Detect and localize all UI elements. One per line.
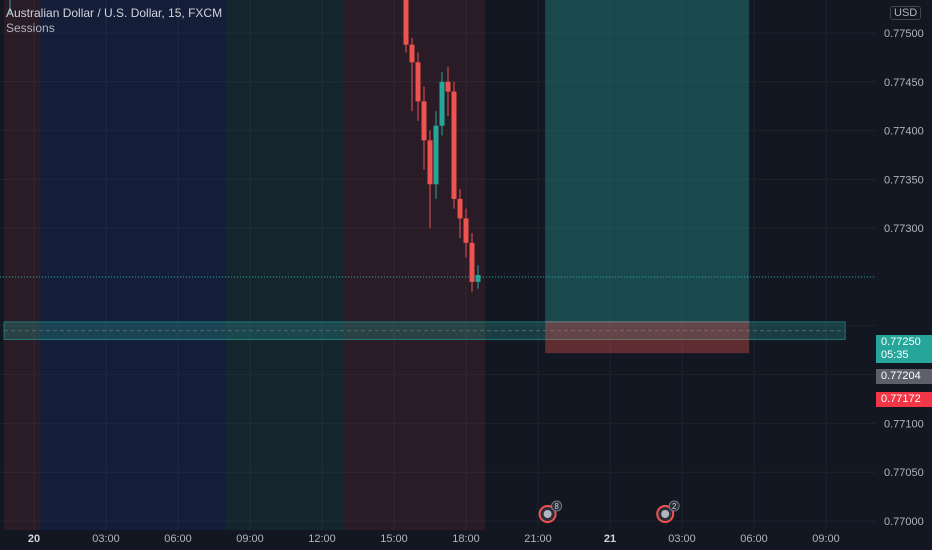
candle-body (451, 91, 457, 199)
candle (457, 189, 463, 238)
support-zone (3, 321, 846, 340)
session-range (343, 0, 442, 530)
price-tick-label: 0.77000 (884, 516, 924, 528)
currency-button[interactable]: USD (890, 6, 922, 20)
time-tick-label: 12:00 (308, 533, 336, 545)
price-tick-label: 0.77450 (884, 77, 924, 89)
event-count: 2 (672, 502, 677, 511)
candle (463, 208, 469, 258)
event-count: 8 (554, 502, 559, 511)
time-tick-label: 03:00 (92, 533, 120, 545)
time-tick-label: 06:00 (164, 533, 192, 545)
loss-zone (545, 321, 750, 354)
candle (445, 67, 451, 116)
candle-body (409, 44, 415, 63)
time-tick-label: 06:00 (740, 533, 768, 545)
price-tick-label: 0.77100 (884, 418, 924, 430)
time-tick-label: 03:00 (668, 533, 696, 545)
time-axis-bg (0, 530, 876, 550)
candle-body (421, 101, 427, 141)
chart-legend: Australian Dollar / U.S. Dollar, 15, FXC… (6, 6, 222, 36)
time-tick-label: 21 (604, 533, 616, 545)
economic-event-marker[interactable]: 2 (656, 500, 680, 523)
bar-countdown: 05:35 (881, 349, 909, 361)
candle-body (403, 0, 409, 45)
long-position-tool[interactable] (545, 0, 750, 354)
price-tick-label: 0.77350 (884, 174, 924, 186)
time-axis[interactable]: 20 03:00 06:00 09:00 12:00 15:00 18:00 21:00 21 0… (28, 533, 840, 545)
time-tick-label: 09:00 (236, 533, 264, 545)
candle-body (439, 81, 445, 126)
candle (421, 86, 427, 170)
time-tick-label: 18:00 (452, 533, 480, 545)
time-tick-label: 20 (28, 533, 40, 545)
candle (409, 37, 415, 112)
candle-body (475, 275, 481, 282)
indicator-label: Sessions (6, 21, 55, 35)
candle-body (427, 140, 433, 185)
candle (451, 81, 457, 209)
session-range (226, 0, 344, 530)
price-axis[interactable]: 0.776500.776000.775500.775000.774500.774… (884, 0, 924, 528)
event-count-badge (551, 500, 563, 512)
profit-zone (545, 0, 750, 322)
price-tick-label: 0.77050 (884, 467, 924, 479)
session-backgrounds (4, 0, 486, 530)
candle-body (457, 198, 463, 219)
event-count-badge (668, 500, 680, 512)
candle (469, 233, 475, 292)
price-tick-label: 0.77400 (884, 126, 924, 138)
candles (9, 0, 481, 292)
price-tick-label: 0.77300 (884, 223, 924, 235)
flag-icon (543, 510, 552, 518)
plot-area (0, 0, 876, 530)
candle (415, 52, 421, 121)
last-price-value: 0.77250 (881, 336, 921, 348)
candle (439, 72, 445, 136)
candle (9, 0, 11, 14)
time-tick-label: 09:00 (812, 533, 840, 545)
level-tag-lower: 0.77172 (876, 392, 932, 407)
symbol-title: Australian Dollar / U.S. Dollar, 15, FXC… (6, 6, 223, 20)
economic-event-marker[interactable]: 8 (538, 500, 563, 523)
price-axis-bg (876, 0, 932, 550)
level-tag-upper: 0.77204 (876, 369, 932, 384)
time-tick-label: 15:00 (380, 533, 408, 545)
time-tick-label: 21:00 (524, 533, 552, 545)
candle-body (433, 125, 439, 185)
candle (427, 130, 433, 229)
price-tick-label: 0.77500 (884, 28, 924, 40)
candle-body (415, 62, 421, 102)
session-range (40, 0, 226, 530)
candle-body (445, 81, 451, 92)
candle (475, 265, 481, 289)
candle (433, 111, 439, 199)
candle-body (463, 218, 469, 243)
candle (403, 0, 409, 53)
flag-icon (661, 510, 670, 518)
candle-body (469, 242, 475, 282)
session-range (4, 0, 40, 530)
last-price-tag: 0.77250 05:35 (876, 335, 932, 363)
